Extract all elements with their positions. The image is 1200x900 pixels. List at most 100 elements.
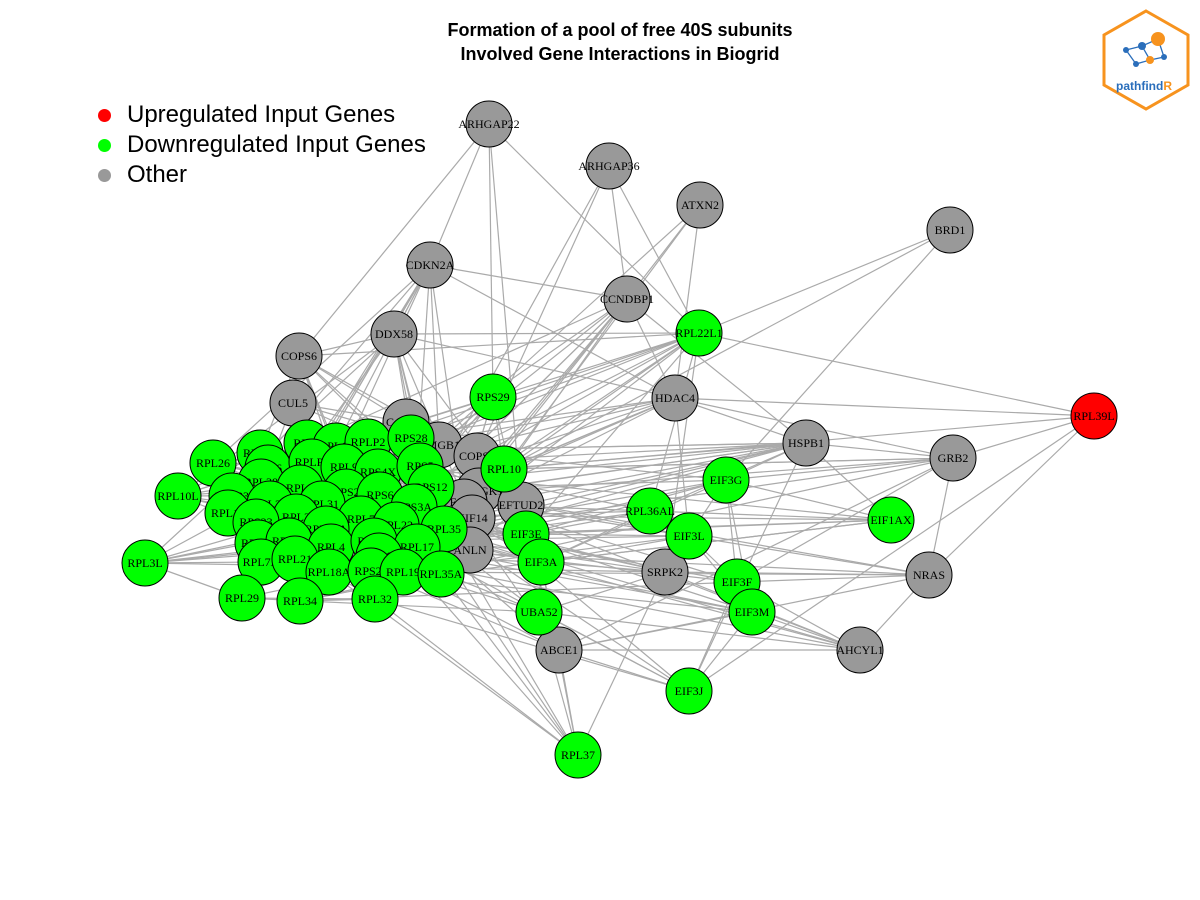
edge — [688, 415, 1095, 692]
edge — [429, 264, 440, 446]
edge — [525, 332, 700, 535]
legend-item-other: Other — [98, 160, 426, 190]
gene-node-circle — [836, 626, 884, 674]
edge — [430, 165, 610, 488]
chart-title: Formation of a pool of free 40S subunits — [447, 20, 793, 40]
edge — [928, 415, 1095, 576]
gene-node: CCNDBP1 — [600, 275, 654, 323]
gene-node-circle — [926, 206, 974, 254]
gene-node-label: ATXN2 — [681, 198, 719, 212]
gene-node: EIF3A — [517, 538, 565, 586]
gene-node-circle — [782, 419, 830, 467]
gene-node: RPL35A — [417, 550, 465, 598]
edge — [374, 598, 579, 756]
edge — [503, 332, 700, 470]
gene-node: RPL32 — [351, 575, 399, 623]
gene-node-label: RPL29 — [225, 591, 259, 605]
gene-node-label: RPL7A — [243, 555, 280, 569]
edge — [698, 229, 951, 334]
legend-item-down: Downregulated Input Genes — [98, 130, 426, 160]
node-layer: ARHGAP22 ARHGAP36 ATXN2 BRD1 CDKN2A CCNDBP1 RP… — [121, 100, 1118, 779]
gene-node: EIF1AX — [867, 496, 915, 544]
edge — [525, 479, 727, 535]
gene-node-circle — [728, 588, 776, 636]
gene-node-circle — [675, 309, 723, 357]
gene-node-label: RPL10 — [487, 462, 521, 476]
gene-node-label: EIF3J — [675, 684, 704, 698]
gene-node-circle — [603, 275, 651, 323]
gene-node-label: ARHGAP36 — [578, 159, 639, 173]
gene-node-label: CCNDBP1 — [600, 292, 654, 306]
gene-node-circle — [515, 588, 563, 636]
gene-node: RPL22L1 — [675, 309, 723, 357]
edge — [374, 598, 690, 692]
gene-node-circle — [867, 496, 915, 544]
edge — [298, 123, 490, 357]
gene-node-label: NRAS — [913, 568, 945, 582]
gene-node-label: ABCE1 — [540, 643, 578, 657]
gene-node-circle — [665, 512, 713, 560]
gene-node: RPL18A — [305, 548, 353, 596]
gene-node: CDKN2A — [406, 241, 455, 289]
edge — [306, 298, 628, 444]
gene-node: EIF3M — [728, 588, 776, 636]
edge — [558, 457, 954, 651]
gene-node-circle — [370, 310, 418, 358]
legend-dot-up — [98, 108, 111, 122]
chart-subtitle: Involved Gene Interactions in Biogrid — [460, 44, 780, 64]
gene-node-circle — [585, 142, 633, 190]
gene-node: RPL36AL — [625, 487, 675, 535]
gene-node-label: EIF3G — [710, 473, 743, 487]
gene-node: EIF3L — [665, 512, 713, 560]
edge — [805, 442, 954, 459]
gene-node: ARHGAP36 — [578, 142, 640, 190]
gene-node-label: EIF3E — [510, 527, 541, 541]
gene-node-label: RPL36AL — [625, 504, 675, 518]
edge — [649, 510, 892, 521]
gene-node: ATXN2 — [676, 181, 724, 229]
gene-node: RPL39L — [1070, 392, 1118, 440]
legend-dot-down — [98, 138, 111, 152]
gene-node-label: EIF1AX — [870, 513, 912, 527]
edge — [298, 332, 700, 357]
edge — [674, 397, 1095, 417]
gene-node-circle — [275, 332, 323, 380]
gene-node-circle — [641, 548, 689, 596]
gene-node-circle — [465, 100, 513, 148]
edge — [429, 123, 490, 266]
edge — [577, 571, 666, 756]
gene-node: ARHGAP22 — [458, 100, 520, 148]
gene-node-circle — [905, 551, 953, 599]
edge — [538, 611, 861, 651]
gene-node-label: EIF3L — [673, 529, 704, 543]
gene-node-label: RPS24 — [354, 564, 387, 578]
edge — [488, 123, 700, 334]
gene-node: BRD1 — [926, 206, 974, 254]
gene-node-circle — [417, 550, 465, 598]
edge — [725, 457, 954, 481]
gene-node-label: RPL34 — [283, 594, 317, 608]
gene-node-label: RPL35 — [427, 522, 461, 536]
gene-node: RPS29 — [469, 373, 517, 421]
gene-node-label: EFTUD2 — [499, 498, 544, 512]
gene-node-label: ANLN — [453, 543, 487, 557]
gene-node: HDAC4 — [651, 374, 699, 422]
gene-node-circle — [626, 487, 674, 535]
edge — [503, 204, 701, 470]
gene-node: SRPK2 — [641, 548, 689, 596]
gene-node-label: AHCYL1 — [836, 643, 883, 657]
gene-node: HSPB1 — [782, 419, 830, 467]
edge — [674, 204, 701, 399]
gene-node: GRB2 — [929, 434, 977, 482]
gene-node: DDX58 — [370, 310, 418, 358]
gene-node-circle — [929, 434, 977, 482]
edge — [525, 533, 690, 537]
gene-node-circle — [651, 374, 699, 422]
edge — [608, 165, 700, 334]
gene-node-label: DDX58 — [375, 327, 413, 341]
gene-node: COPS6 — [275, 332, 323, 380]
gene-node-circle — [218, 574, 266, 622]
gene-node-circle — [406, 241, 454, 289]
gene-node-label: RPL3L — [127, 556, 162, 570]
edge — [429, 264, 628, 300]
